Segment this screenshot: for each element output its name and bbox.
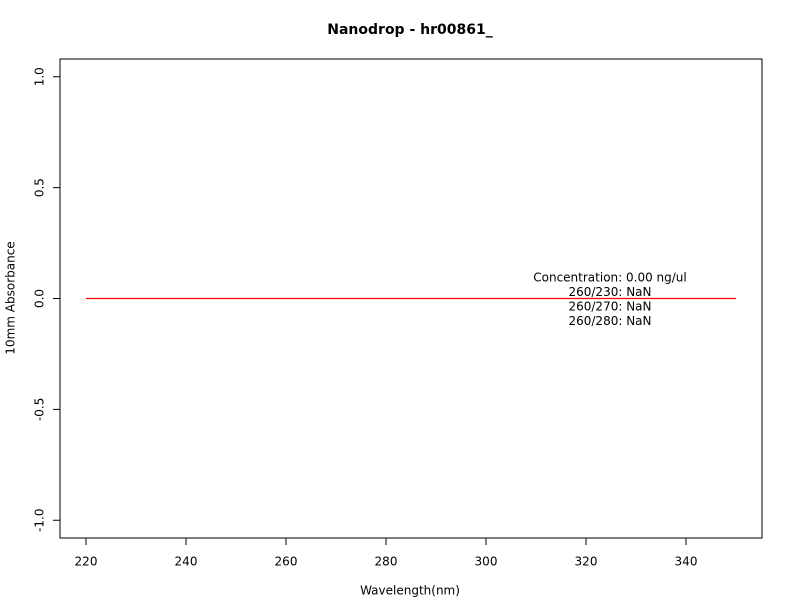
x-tick-label: 280 <box>375 555 398 569</box>
x-tick-label: 300 <box>475 555 498 569</box>
annotation: Concentration: 0.00 ng/ul <box>533 271 687 285</box>
x-tick-label: 320 <box>575 555 598 569</box>
chart-title: Nanodrop - hr00861_ <box>327 22 492 38</box>
x-tick-label: 340 <box>675 555 698 569</box>
y-tick-label: -1.0 <box>33 509 47 532</box>
x-tick-label: 240 <box>175 555 198 569</box>
annotation: 260/280: NaN <box>568 314 651 328</box>
x-axis-label: Wavelength(nm) <box>360 584 460 598</box>
y-tick-label: 0.0 <box>33 289 47 308</box>
annotation: 260/270: NaN <box>568 300 651 314</box>
annotation: 260/230: NaN <box>568 285 651 299</box>
y-tick-label: 1.0 <box>33 67 47 86</box>
y-tick-label: -0.5 <box>33 398 47 421</box>
y-tick-label: 0.5 <box>33 178 47 197</box>
y-axis-label: 10mm Absorbance <box>4 241 18 354</box>
x-tick-label: 220 <box>75 555 98 569</box>
x-tick-label: 260 <box>275 555 298 569</box>
